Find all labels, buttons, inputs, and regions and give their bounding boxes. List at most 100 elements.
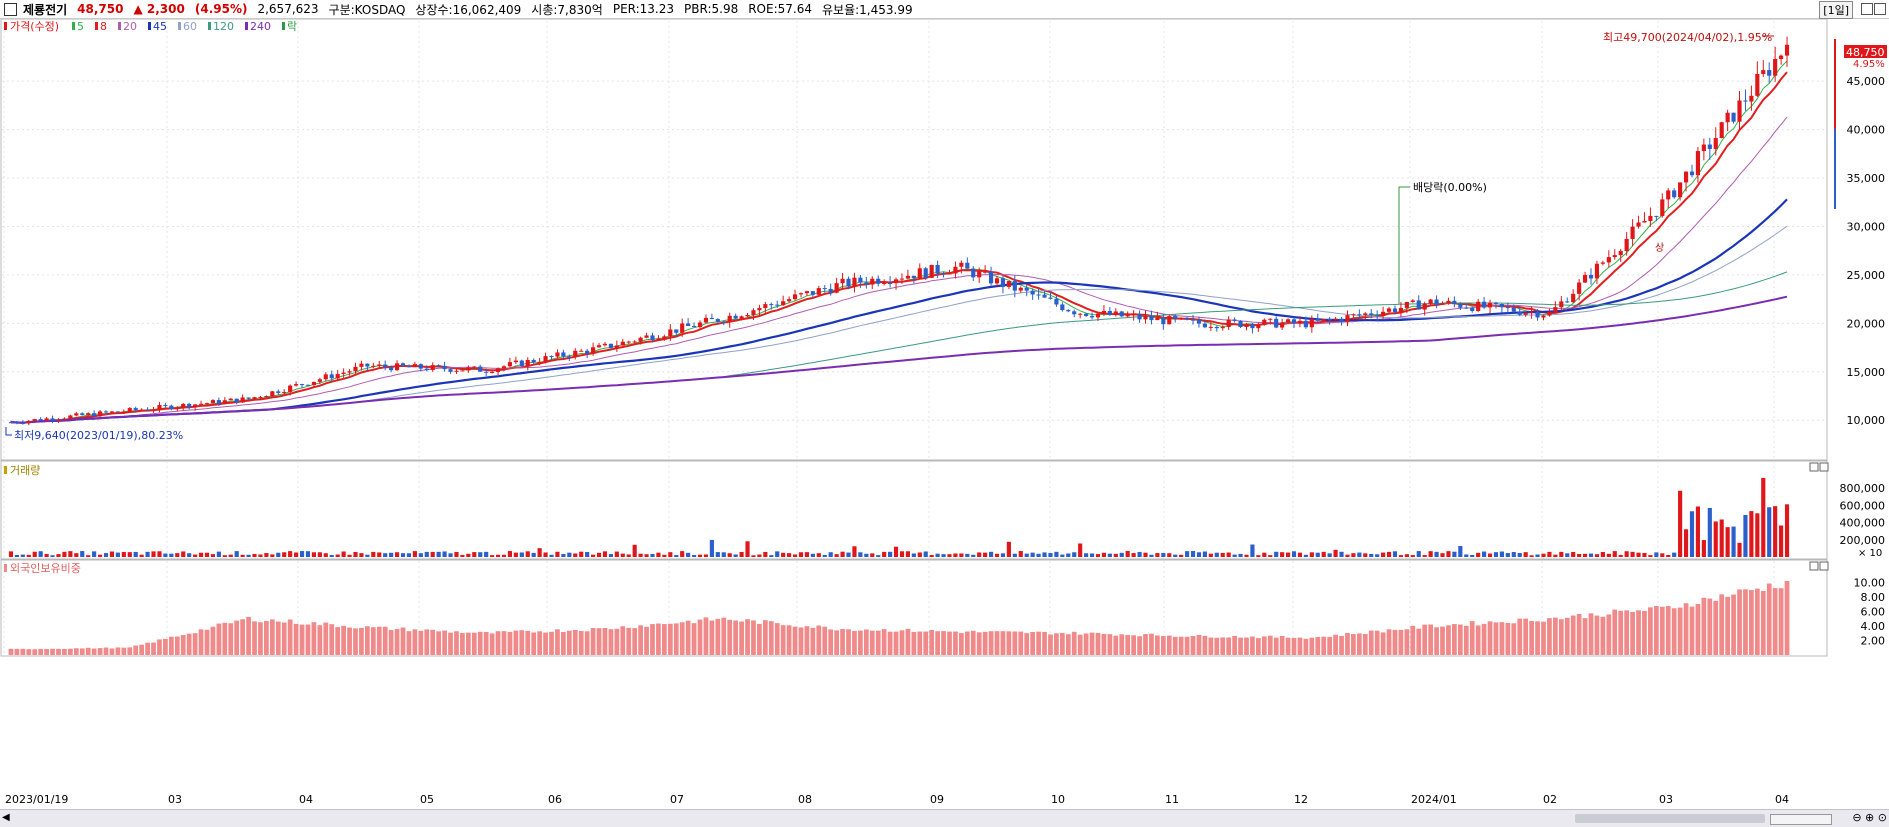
foreign-ratio-bar[interactable]: [1707, 598, 1713, 655]
candle-body[interactable]: [507, 362, 513, 367]
volume-bar[interactable]: [769, 555, 774, 557]
foreign-ratio-bar[interactable]: [133, 645, 139, 655]
foreign-ratio-bar[interactable]: [929, 629, 935, 655]
candle-body[interactable]: [1375, 315, 1380, 317]
candle-body[interactable]: [769, 304, 774, 306]
foreign-ratio-bar[interactable]: [1778, 588, 1784, 655]
candle-body[interactable]: [567, 356, 572, 358]
candle-body[interactable]: [614, 345, 619, 348]
candle-body[interactable]: [115, 411, 120, 413]
foreign-ratio-bar[interactable]: [364, 626, 370, 655]
volume-bar[interactable]: [1648, 555, 1653, 557]
foreign-ratio-bar[interactable]: [1552, 617, 1558, 655]
volume-bar[interactable]: [472, 552, 477, 557]
candle-body[interactable]: [1470, 307, 1475, 312]
foreign-ratio-bar[interactable]: [168, 636, 174, 655]
foreign-ratio-bar[interactable]: [275, 621, 281, 655]
candle-body[interactable]: [365, 363, 370, 367]
foreign-ratio-bar[interactable]: [1766, 583, 1772, 655]
foreign-ratio-bar[interactable]: [1202, 635, 1208, 655]
foreign-ratio-bar[interactable]: [1434, 627, 1439, 655]
foreign-ratio-bar[interactable]: [1368, 630, 1374, 655]
candle-body[interactable]: [531, 359, 536, 363]
foreign-ratio-bar[interactable]: [1267, 635, 1273, 655]
candle-body[interactable]: [1101, 310, 1107, 314]
volume-bar[interactable]: [1024, 553, 1029, 557]
volume-bar[interactable]: [252, 553, 257, 557]
candle-body[interactable]: [596, 345, 602, 348]
volume-bar[interactable]: [1493, 552, 1499, 557]
candle-body[interactable]: [1487, 302, 1493, 308]
candle-body[interactable]: [329, 374, 334, 379]
volume-bar[interactable]: [1636, 552, 1641, 557]
foreign-ratio-bar[interactable]: [1517, 618, 1523, 655]
volume-bar[interactable]: [525, 551, 530, 557]
candle-body[interactable]: [858, 277, 863, 283]
volume-bar[interactable]: [519, 552, 524, 557]
candle-body[interactable]: [394, 363, 400, 371]
volume-bar[interactable]: [751, 555, 756, 557]
foreign-ratio-bar[interactable]: [905, 628, 911, 655]
volume-bar[interactable]: [1755, 513, 1760, 557]
foreign-ratio-bar[interactable]: [234, 620, 240, 655]
volume-bar[interactable]: [810, 553, 815, 557]
foreign-ratio-bar[interactable]: [406, 631, 412, 655]
candle-body[interactable]: [305, 384, 311, 386]
foreign-ratio-bar[interactable]: [1541, 621, 1546, 655]
candle-body[interactable]: [145, 409, 150, 411]
volume-bar[interactable]: [20, 554, 25, 557]
volume-bar[interactable]: [656, 552, 661, 557]
volume-bar[interactable]: [549, 554, 554, 557]
volume-bar[interactable]: [567, 552, 572, 557]
foreign-ratio-bar[interactable]: [1345, 632, 1350, 655]
volume-bar[interactable]: [501, 554, 507, 557]
candlesticks[interactable]: [8, 36, 1790, 426]
volume-bar[interactable]: [258, 554, 263, 557]
foreign-ratio-bar[interactable]: [210, 626, 216, 655]
foreign-ratio-bar[interactable]: [899, 630, 905, 655]
foreign-ratio-bar[interactable]: [198, 629, 204, 655]
candle-body[interactable]: [513, 360, 518, 363]
candle-body[interactable]: [852, 277, 857, 287]
candle-body[interactable]: [1000, 278, 1006, 287]
foreign-ratio-bar[interactable]: [881, 629, 887, 655]
candle-body[interactable]: [680, 323, 685, 333]
foreign-ratio-bar[interactable]: [281, 622, 287, 655]
volume-bar[interactable]: [1464, 554, 1469, 557]
foreign-ratio-bar[interactable]: [1612, 609, 1618, 655]
volume-bar[interactable]: [935, 553, 940, 557]
foreign-ratio-bar[interactable]: [1701, 597, 1707, 655]
foreign-ratio-bar[interactable]: [1155, 635, 1160, 655]
foreign-ratio-bar[interactable]: [739, 621, 744, 655]
candle-body[interactable]: [1440, 303, 1445, 305]
volume-bar[interactable]: [1642, 552, 1647, 557]
volume-bar[interactable]: [846, 552, 851, 557]
candle-body[interactable]: [38, 419, 43, 421]
foreign-ratio-bar[interactable]: [1113, 635, 1119, 655]
foreign-ratio-bar[interactable]: [1564, 617, 1570, 655]
foreign-ratio-bar[interactable]: [958, 633, 964, 655]
volume-bar[interactable]: [151, 551, 156, 557]
volume-bar[interactable]: [157, 551, 162, 557]
foreign-ratio-bar[interactable]: [388, 629, 394, 655]
candle-body[interactable]: [1309, 319, 1314, 328]
volume-bar[interactable]: [1297, 552, 1303, 557]
foreign-ratio-bar[interactable]: [1036, 631, 1041, 655]
candle-body[interactable]: [383, 364, 388, 368]
volume-bar[interactable]: [490, 555, 495, 557]
foreign-ratio-bar[interactable]: [822, 626, 828, 655]
volume-bar[interactable]: [1713, 521, 1718, 557]
volume-bar[interactable]: [596, 552, 602, 557]
candle-body[interactable]: [1149, 315, 1154, 321]
candle-body[interactable]: [703, 317, 709, 323]
foreign-ratio-bar[interactable]: [549, 631, 554, 655]
foreign-ratio-bar[interactable]: [311, 622, 317, 655]
candle-body[interactable]: [977, 271, 982, 278]
volume-bar[interactable]: [430, 551, 435, 557]
foreign-ratio-bar[interactable]: [376, 626, 382, 655]
volume-bar[interactable]: [400, 553, 406, 557]
foreign-ratio-bar[interactable]: [531, 632, 537, 655]
volume-bar[interactable]: [1078, 543, 1083, 557]
foreign-ratio-bar[interactable]: [626, 627, 632, 655]
volume-bar[interactable]: [424, 551, 429, 557]
